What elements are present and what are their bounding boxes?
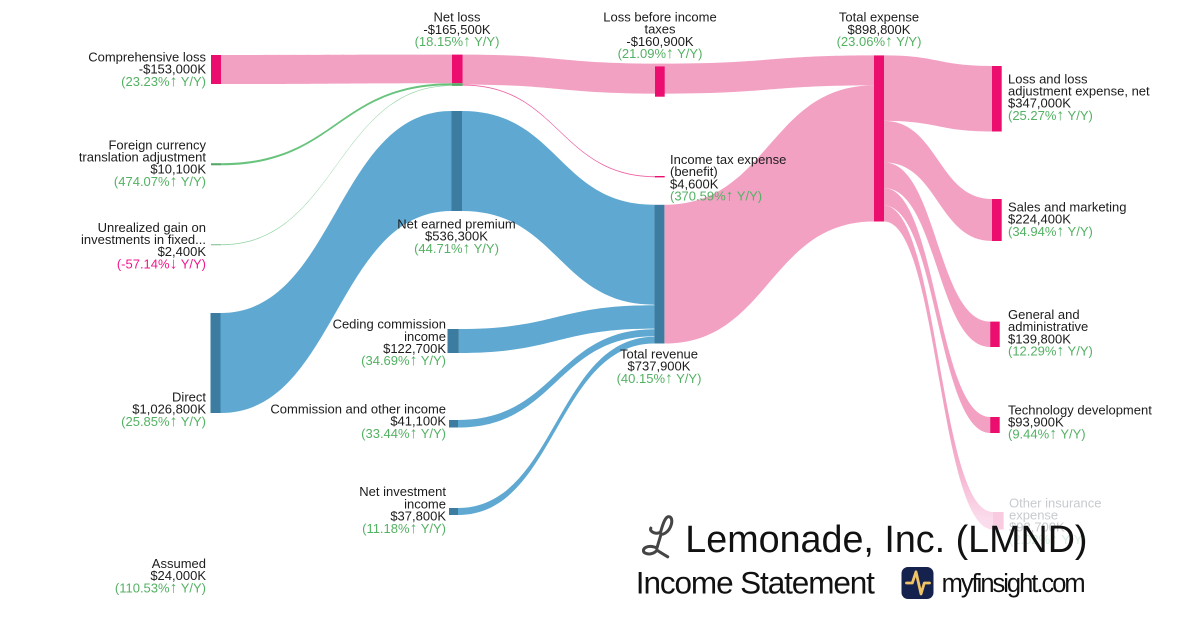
svg-text:expense: expense	[1009, 508, 1058, 523]
svg-text:(34.94%↑ Y/Y): (34.94%↑ Y/Y)	[1008, 223, 1093, 240]
svg-text:-$165,500K: -$165,500K	[423, 22, 491, 37]
svg-text:(-57.14%↓ Y/Y): (-57.14%↓ Y/Y)	[117, 255, 206, 272]
svg-text:Total revenue: Total revenue	[620, 347, 698, 362]
svg-text:taxes: taxes	[644, 22, 676, 37]
svg-text:(370.59%↑ Y/Y): (370.59%↑ Y/Y)	[670, 188, 762, 205]
svg-text:translation adjustment: translation adjustment	[79, 150, 207, 165]
svg-text:$93,700K: $93,700K	[1009, 520, 1065, 535]
svg-text:$93,900K: $93,900K	[1008, 415, 1064, 430]
svg-text:$4,600K: $4,600K	[670, 176, 719, 191]
svg-text:Loss before income: Loss before income	[603, 9, 716, 24]
svg-text:$122,700K: $122,700K	[383, 341, 446, 356]
svg-text:Other insurance: Other insurance	[1009, 495, 1102, 510]
svg-text:$41,100K: $41,100K	[390, 414, 446, 429]
svg-text:$224,400K: $224,400K	[1008, 212, 1071, 227]
svg-text:Commission and other income: Commission and other income	[270, 401, 446, 416]
svg-text:Assumed: Assumed	[152, 556, 206, 571]
svg-text:Sales and marketing: Sales and marketing	[1008, 200, 1127, 215]
svg-text:$10,100K: $10,100K	[150, 162, 206, 177]
svg-text:(18.15%↑ Y/Y): (18.15%↑ Y/Y)	[415, 33, 500, 50]
svg-text:Direct: Direct	[172, 389, 206, 404]
svg-text:$37,800K: $37,800K	[390, 509, 446, 524]
svg-text:income: income	[404, 496, 446, 511]
svg-text:$139,800K: $139,800K	[1008, 331, 1071, 346]
svg-text:(34.69%↑ Y/Y): (34.69%↑ Y/Y)	[361, 352, 446, 369]
svg-text:(23.23%↑ Y/Y): (23.23%↑ Y/Y)	[121, 73, 206, 90]
svg-text:income: income	[404, 329, 446, 344]
svg-text:Loss and loss: Loss and loss	[1008, 71, 1088, 86]
svg-text:(25.27%↑ Y/Y): (25.27%↑ Y/Y)	[1008, 107, 1093, 124]
svg-text:(12.29%↑ Y/Y): (12.29%↑ Y/Y)	[1008, 343, 1093, 360]
svg-text:Total expense: Total expense	[839, 10, 919, 25]
svg-text:(21.09%↑ Y/Y): (21.09%↑ Y/Y)	[618, 45, 703, 62]
svg-text:Net investment: Net investment	[359, 484, 446, 499]
svg-text:Ceding commission: Ceding commission	[333, 317, 446, 332]
svg-text:Unrealized gain on: Unrealized gain on	[98, 220, 206, 235]
svg-text:Net loss: Net loss	[434, 10, 481, 25]
svg-text:-$160,900K: -$160,900K	[626, 34, 694, 49]
svg-text:$347,000K: $347,000K	[1008, 96, 1071, 111]
svg-text:$898,800K: $898,800K	[848, 22, 911, 37]
svg-text:$536,300K: $536,300K	[425, 229, 488, 244]
svg-text:$2,400K: $2,400K	[158, 244, 207, 259]
svg-text:(40.15%↑ Y/Y): (40.15%↑ Y/Y)	[617, 370, 702, 387]
svg-text:Income Statement: Income Statement	[636, 564, 875, 600]
svg-text:(11.18%↑ Y/Y): (11.18%↑ Y/Y)	[362, 520, 446, 537]
svg-text:-$153,000K: -$153,000K	[139, 62, 207, 77]
svg-text:Income tax expense: Income tax expense	[670, 152, 786, 167]
svg-text:$24,000K: $24,000K	[150, 568, 206, 583]
svg-text:$1,026,800K: $1,026,800K	[132, 402, 206, 417]
svg-text:Net earned premium: Net earned premium	[397, 217, 516, 232]
svg-text:(9.44%↑ Y/Y): (9.44%↑ Y/Y)	[1008, 426, 1086, 443]
svg-text:(2.02%↑ Y/Y): (2.02%↑ Y/Y)	[1009, 531, 1087, 548]
svg-text:myfinsight.com: myfinsight.com	[942, 570, 1085, 598]
svg-text:(benefit): (benefit)	[670, 164, 718, 179]
svg-text:(25.85%↑ Y/Y): (25.85%↑ Y/Y)	[121, 413, 206, 430]
svg-text:adjustment expense, net: adjustment expense, net	[1008, 84, 1150, 99]
svg-text:General and: General and	[1008, 307, 1080, 322]
svg-text:Comprehensive loss: Comprehensive loss	[88, 49, 206, 64]
svg-text:(110.53%↑ Y/Y): (110.53%↑ Y/Y)	[115, 579, 206, 596]
svg-text:investments in fixed...: investments in fixed...	[81, 232, 206, 247]
svg-text:Technology development: Technology development	[1008, 402, 1152, 417]
svg-text:administrative: administrative	[1008, 319, 1088, 334]
svg-text:(474.07%↑ Y/Y): (474.07%↑ Y/Y)	[114, 173, 206, 190]
svg-text:Lemonade, Inc. (LMND): Lemonade, Inc. (LMND)	[685, 518, 1087, 560]
svg-text:(23.06%↑ Y/Y): (23.06%↑ Y/Y)	[837, 33, 922, 50]
svg-text:(33.44%↑ Y/Y): (33.44%↑ Y/Y)	[361, 425, 446, 442]
svg-text:$737,900K: $737,900K	[628, 359, 691, 374]
svg-text:Foreign currency: Foreign currency	[108, 137, 206, 152]
svg-text:(44.71%↑ Y/Y): (44.71%↑ Y/Y)	[414, 240, 499, 257]
